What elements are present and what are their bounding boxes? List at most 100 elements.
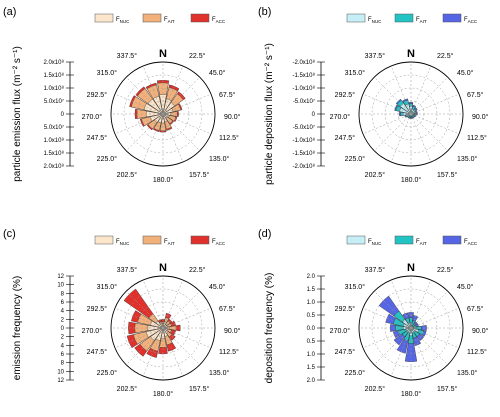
y-tick-label: 10 <box>57 283 64 289</box>
grid-spoke <box>362 93 412 115</box>
direction-label: 45.0° <box>209 69 226 77</box>
direction-label: 292.5° <box>335 91 356 99</box>
y-tick-label: 0.5 <box>307 339 316 345</box>
y-tick-label: -1.5x10⁸ <box>292 150 315 157</box>
grid-spoke <box>126 113 164 151</box>
legend-label: FNUC <box>116 17 130 24</box>
y-tick-label: 2 <box>61 317 65 323</box>
direction-label: 292.5° <box>87 91 108 99</box>
y-axis-label: particle deposition flux (m⁻² s⁻¹) <box>264 43 275 185</box>
bar-f-nuc-270 <box>403 112 412 116</box>
direction-label: 67.5° <box>219 305 236 313</box>
grid-spoke <box>390 65 412 115</box>
y-tick-label: 8 <box>61 291 65 297</box>
direction-label: 135.0° <box>209 369 230 377</box>
direction-label: 22.5° <box>189 52 206 60</box>
y-tick-label: -5.0x10⁷ <box>293 124 315 131</box>
direction-label: 45.0° <box>209 283 226 291</box>
grid-spoke <box>410 65 432 115</box>
direction-label: 135.0° <box>457 369 478 377</box>
y-tick-label: 8 <box>61 361 65 367</box>
bar-f-nuc-337.5 <box>405 103 412 115</box>
bar-f-nuc-0 <box>409 106 413 115</box>
bar-f-nuc-292.5 <box>143 103 164 115</box>
y-axis-label: deposition frequency (%) <box>264 273 275 384</box>
grid-spoke <box>410 93 460 115</box>
grid-spoke <box>162 77 200 115</box>
legend-label: FNUC <box>116 239 130 246</box>
grid-spoke <box>142 327 164 377</box>
grid-spoke <box>410 327 432 377</box>
grid-spoke <box>114 327 164 349</box>
grid-spoke <box>162 327 200 365</box>
legend-swatch <box>442 13 462 23</box>
y-tick-label: 1.0 <box>307 352 316 358</box>
legend-swatch <box>442 235 462 245</box>
grid-spoke <box>142 65 164 115</box>
y-tick-label: 0.5 <box>307 313 316 319</box>
grid-spoke <box>162 307 212 329</box>
direction-label: 157.5° <box>437 385 458 393</box>
bar-f-nuc-90 <box>162 326 170 330</box>
y-tick-label: -1.0x10⁸ <box>292 137 315 144</box>
panel-label: (c) <box>3 228 16 240</box>
grid-spoke <box>374 327 412 365</box>
panel-label: (a) <box>3 6 16 18</box>
direction-label: 90.0° <box>472 327 489 335</box>
y-tick-label: 12 <box>57 378 64 384</box>
y-tick-label: 1.0 <box>307 300 316 306</box>
legend-swatch <box>346 13 366 23</box>
bar-f-nuc-22.5 <box>162 98 172 115</box>
direction-label: 22.5° <box>189 266 206 274</box>
north-label: N <box>407 48 415 60</box>
grid-spoke <box>114 113 164 135</box>
direction-label: 90.0° <box>224 113 241 121</box>
y-axis-label: emission frequency (%) <box>12 276 23 380</box>
legend-label: FACC <box>212 17 226 24</box>
legend-swatch <box>346 235 366 245</box>
direction-label: 270.0° <box>82 113 103 121</box>
legend-label: FACC <box>212 239 226 246</box>
direction-label: 247.5° <box>335 348 356 356</box>
y-tick-label: 0.0 <box>307 326 316 332</box>
panel-3: (d) FNUC FAIT FACC deposition frequency (%) 2… <box>258 228 489 398</box>
direction-label: 247.5° <box>87 134 108 142</box>
direction-label: 112.5° <box>219 348 239 356</box>
outer-circle <box>358 275 464 381</box>
direction-label: 112.5° <box>467 134 487 142</box>
direction-label: 225.0° <box>345 369 366 377</box>
direction-label: 112.5° <box>467 348 487 356</box>
grid-spoke <box>162 113 200 151</box>
legend-label: FNUC <box>368 17 382 24</box>
grid-spoke <box>390 113 412 163</box>
grid-spoke <box>126 327 164 365</box>
y-tick-label: 6 <box>61 352 65 358</box>
grid-circle <box>371 74 451 154</box>
direction-label: 180.0° <box>153 176 174 184</box>
y-tick-label: 1.0x10⁸ <box>43 85 64 92</box>
direction-label: 315.0° <box>97 283 118 291</box>
direction-label: 180.0° <box>153 390 174 398</box>
bar-f-nuc-292.5 <box>399 107 412 115</box>
direction-label: 247.5° <box>87 348 108 356</box>
direction-label: 22.5° <box>437 266 454 274</box>
y-tick-label: 6 <box>61 300 65 306</box>
direction-label: 202.5° <box>365 171 386 179</box>
y-tick-label: 2.0 <box>307 274 316 280</box>
direction-label: 337.5° <box>117 52 138 60</box>
legend-swatch <box>394 235 414 245</box>
grid-spoke <box>162 291 200 329</box>
grid-spoke <box>162 65 184 115</box>
grid-circle <box>371 288 451 368</box>
bar-f-nuc-112.5 <box>410 327 419 333</box>
grid-spoke <box>362 307 412 329</box>
direction-label: 157.5° <box>189 385 210 393</box>
direction-label: 180.0° <box>401 390 422 398</box>
y-tick-label: 2 <box>61 335 65 341</box>
y-tick-label: -5.0x10⁷ <box>293 98 315 105</box>
y-tick-label: 12 <box>57 274 64 280</box>
direction-label: 157.5° <box>189 171 210 179</box>
y-tick-label: 1.0x10⁸ <box>43 137 64 144</box>
